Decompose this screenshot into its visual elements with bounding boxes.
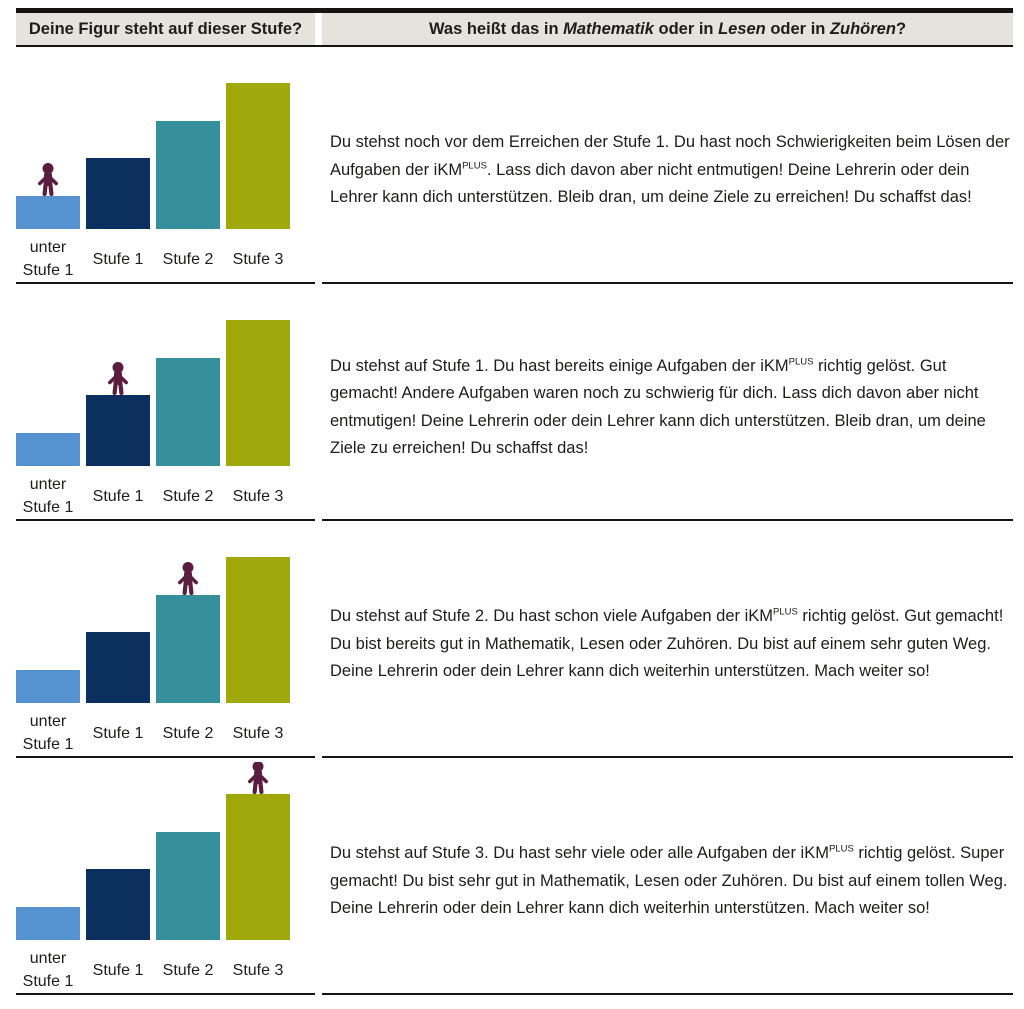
text-run: . Lass dich davon aber nicht entmutigen!… [330,160,972,207]
bar-stufe-2 [156,120,220,229]
stufe-row-stufe-1: unter Stufe 1 Stufe 1 Stufe 2 Stufe 3 Du ste… [16,284,1013,521]
superscript-text: PLUS [828,843,854,855]
text-run: oder in [765,19,830,38]
stufen-staircase-chart: unter Stufe 1 Stufe 1 Stufe 2 Stufe 3 [16,82,290,279]
stufe-row-unter-stufe-1: unter Stufe 1 Stufe 1 Stufe 2 Stufe 3 Du ste… [16,47,1013,284]
bar-stufe-2 [156,831,220,940]
bar-label: Stufe 2 [163,725,214,742]
chart-cell: unter Stufe 1 Stufe 1 Stufe 2 Stufe 3 [16,47,315,284]
stufe-description: Du stehst auf Stufe 3. Du hast sehr viel… [330,840,1011,923]
bar-stufe-2 [156,594,220,703]
stufe-description: Du stehst noch vor dem Erreichen der Stu… [330,129,1011,212]
superscript-text: PLUS [462,160,487,172]
table-header-row: Deine Figur steht auf dieser Stufe? Was … [16,8,1013,47]
bar-label: Stufe 1 [93,488,144,505]
bar-label: Stufe 1 [23,973,74,990]
text-run: Du stehst auf Stufe 1. Du hast bereits e… [330,356,789,375]
text-cell: Du stehst auf Stufe 1. Du hast bereits e… [322,284,1013,521]
text-run: Du stehst auf Stufe 3. Du hast sehr viel… [330,844,829,863]
bar-label: Stufe 2 [163,251,214,268]
text-run: richtig gelöst. Super gemacht! Du bist s… [330,844,1008,918]
person-figure-icon [107,361,129,395]
text-run: richtig gelöst. Gut gemacht! Andere Aufg… [330,356,986,458]
text-run: Du stehst noch vor dem Erreichen der Stu… [330,133,1010,179]
stufen-staircase-chart: unter Stufe 1 Stufe 1 Stufe 2 Stufe 3 [16,556,290,753]
bar-label: Stufe 1 [23,262,74,279]
text-run: ? [895,19,907,38]
stufe-description: Du stehst auf Stufe 1. Du hast bereits e… [330,353,1011,463]
text-run: oder in [653,19,719,38]
bar-label: Stufe 1 [23,499,74,516]
header-right-title: Was heißt das in Mathematik oder in Lese… [429,20,906,39]
bar-stufe-3 [226,82,290,229]
bar-label: Stufe 1 [93,251,144,268]
bar-label: Stufe 3 [233,725,284,742]
person-figure-icon [247,761,269,794]
bar-label: Stufe 3 [233,488,284,505]
text-run: Was heißt das in [428,19,564,38]
bar-label: Stufe 1 [23,736,74,753]
bar-stufe-1 [86,868,150,940]
bar-label: Stufe 2 [163,488,214,505]
bar-unter-stufe-1 [16,195,80,229]
text-cell: Du stehst noch vor dem Erreichen der Stu… [322,47,1013,284]
text-run: richtig gelöst. Gut gemacht! Du bist ber… [330,607,1004,681]
stufe-description: Du stehst auf Stufe 2. Du hast schon vie… [330,603,1011,686]
bar-unter-stufe-1 [16,906,80,940]
bar-label: unter [30,713,67,730]
bar-label: Stufe 3 [233,251,284,268]
superscript-text: PLUS [773,606,798,618]
bar-label: Stufe 3 [233,962,284,979]
bar-label: Stufe 2 [163,962,214,979]
bar-stufe-1 [86,631,150,703]
stufen-staircase-chart: unter Stufe 1 Stufe 1 Stufe 2 Stufe 3 [16,319,290,516]
italic-text: Lesen [718,19,766,38]
person-figure-icon [177,561,199,595]
header-cell-meaning: Was heißt das in Mathematik oder in Lese… [322,13,1013,45]
chart-cell: unter Stufe 1 Stufe 1 Stufe 2 Stufe 3 [16,284,315,521]
bar-stufe-3 [226,319,290,466]
text-run: Du stehst auf Stufe 2. Du hast schon vie… [330,607,774,626]
text-cell: Du stehst auf Stufe 3. Du hast sehr viel… [322,758,1013,995]
stufe-row-stufe-3: unter Stufe 1 Stufe 1 Stufe 2 Stufe 3 Du ste… [16,758,1013,995]
bar-stufe-1 [86,157,150,229]
bar-label: unter [30,239,67,256]
italic-text: Zuhören [829,19,896,38]
person-figure-icon [37,162,59,196]
bar-stufe-3 [226,793,290,940]
bar-label: unter [30,950,67,967]
header-left-title: Deine Figur steht auf dieser Stufe? [28,19,303,38]
bar-stufe-3 [226,556,290,703]
bar-unter-stufe-1 [16,432,80,466]
chart-cell: unter Stufe 1 Stufe 1 Stufe 2 Stufe 3 [16,521,315,758]
header-cell-figure: Deine Figur steht auf dieser Stufe? [16,13,315,45]
stufen-staircase-chart: unter Stufe 1 Stufe 1 Stufe 2 Stufe 3 [16,761,290,990]
superscript-text: PLUS [788,356,814,367]
text-cell: Du stehst auf Stufe 2. Du hast schon vie… [322,521,1013,758]
bar-label: Stufe 1 [93,962,144,979]
bar-unter-stufe-1 [16,669,80,703]
bar-stufe-1 [86,394,150,466]
bar-label: Stufe 1 [93,725,144,742]
bar-stufe-2 [156,357,220,466]
bar-label: unter [30,476,67,493]
stufe-row-stufe-2: unter Stufe 1 Stufe 1 Stufe 2 Stufe 3 Du ste… [16,521,1013,758]
chart-cell: unter Stufe 1 Stufe 1 Stufe 2 Stufe 3 [16,758,315,995]
italic-text: Mathematik [563,19,654,38]
